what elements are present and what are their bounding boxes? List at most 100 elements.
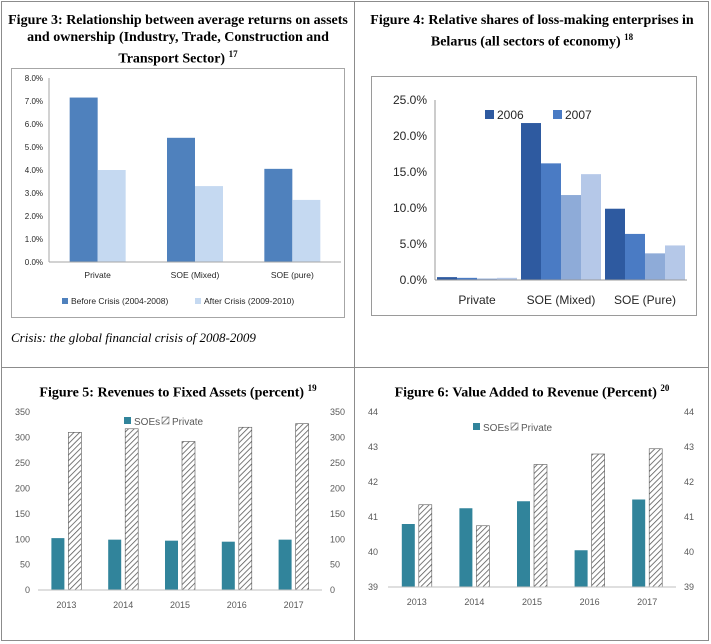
fig4-x-tick-label: SOE (Mixed) <box>527 293 596 307</box>
fig5-bar-soes-2017 <box>278 539 292 590</box>
fig3-y-tick-label: 3.0% <box>25 189 43 198</box>
fig4-y-tick-label: 20.0% <box>393 129 427 143</box>
figure-5-title: Figure 5: Revenues to Fixed Assets (perc… <box>8 380 348 402</box>
fig6-x-tick-label: 2014 <box>464 597 484 607</box>
fig5-y-tick-label: 250 <box>15 458 30 468</box>
figure-6-legend-swatch-private <box>510 422 519 431</box>
fig3-x-tick-label: SOE (pure) <box>271 270 314 280</box>
figure-6-legend-label-soes: SOEs <box>483 423 509 434</box>
fig5-y-tick-label: 100 <box>15 534 30 544</box>
figure-4-legend-swatch-2007 <box>553 110 562 119</box>
fig5-secondary-y-tick-label: 100 <box>330 534 345 544</box>
figure-4-title: Figure 4: Relative shares of loss-making… <box>362 12 702 51</box>
fig6-secondary-y-tick-label: 43 <box>684 442 694 452</box>
fig5-secondary-y-tick-label: 300 <box>330 433 345 443</box>
fig6-secondary-y-tick-label: 44 <box>684 407 694 417</box>
fig5-x-tick-label: 2014 <box>113 600 133 610</box>
fig4-bar-series-3-soe-pure <box>665 245 685 280</box>
fig3-y-tick-label: 7.0% <box>25 97 43 106</box>
figure-5-chart: 0 0 50 50 100 100 150 150 200 200 250 250 300 300 350 3… <box>15 407 345 610</box>
figure-5-legend-swatch-private <box>161 416 170 425</box>
figure-6-footnote: 20 <box>660 383 670 393</box>
figure-3-legend-swatch-before <box>62 298 68 304</box>
fig3-y-tick-label: 5.0% <box>25 143 43 152</box>
figure-4-legend-label-2006: 2006 <box>497 108 524 122</box>
fig6-bar-private-2013 <box>418 504 433 588</box>
table-border-bottom <box>1 640 709 641</box>
figure-3-legend-swatch-after <box>195 298 201 304</box>
fig5-secondary-y-tick-label: 350 <box>330 407 345 417</box>
figure-3-legend-label-after: After Crisis (2009-2010) <box>204 296 294 306</box>
fig4-bar-series-2-soe-pure <box>645 253 665 280</box>
fig4-bar-2006-soe-mixed <box>521 123 541 280</box>
fig4-bar-2007-soe-pure <box>625 233 645 280</box>
figure-4-title-text: Figure 4: Relative shares of loss-making… <box>370 13 694 50</box>
fig3-bar-after-crisis-2009-2010-private <box>97 170 126 262</box>
fig4-x-tick-label: Private <box>458 293 496 307</box>
fig4-x-tick-label: SOE (Pure) <box>614 293 676 307</box>
fig5-bar-private-2013 <box>68 432 82 591</box>
fig6-y-tick-label: 40 <box>368 547 378 557</box>
fig4-bar-2007-soe-mixed <box>541 163 561 280</box>
figure-5-legend: SOEs Private <box>124 416 204 428</box>
fig5-y-tick-label: 150 <box>15 509 30 519</box>
fig5-bar-private-2015 <box>181 441 196 591</box>
fig6-x-tick-label: 2015 <box>522 597 542 607</box>
table-border-left <box>1 1 2 641</box>
fig3-bar-before-crisis-2004-2008-private <box>69 97 98 262</box>
figure-4-footnote: 18 <box>624 32 634 42</box>
fig5-secondary-y-tick-label: 0 <box>330 585 335 595</box>
fig3-y-tick-label: 1.0% <box>25 235 43 244</box>
fig5-x-tick-label: 2013 <box>56 600 76 610</box>
figure-5-title-text: Figure 5: Revenues to Fixed Assets (perc… <box>39 385 305 401</box>
fig6-bar-private-2015 <box>533 464 548 588</box>
figure-6-title: Figure 6: Value Added to Revenue (Percen… <box>360 380 704 402</box>
fig5-x-tick-label: 2017 <box>284 600 304 610</box>
figure-5-legend-label-soes: SOEs <box>134 417 160 428</box>
fig3-x-tick-label: SOE (Mixed) <box>171 270 220 280</box>
figure-3-legend-label-before: Before Crisis (2004-2008) <box>71 296 168 306</box>
fig6-bar-soes-2016 <box>574 550 588 587</box>
table-divider-vertical <box>354 1 355 641</box>
fig5-bar-soes-2013 <box>51 538 65 590</box>
fig6-x-tick-label: 2016 <box>580 597 600 607</box>
fig6-bar-soes-2014 <box>459 508 473 587</box>
fig5-y-tick-label: 300 <box>15 433 30 443</box>
fig6-secondary-y-tick-label: 40 <box>684 547 694 557</box>
figure-6-title-text: Figure 6: Value Added to Revenue (Percen… <box>394 385 657 401</box>
fig5-y-tick-label: 350 <box>15 407 30 417</box>
fig5-secondary-y-tick-label: 250 <box>330 458 345 468</box>
fig6-x-tick-label: 2013 <box>407 597 427 607</box>
figure-5-legend-swatch-soes <box>124 417 131 424</box>
fig4-bar-2006-soe-pure <box>605 208 625 280</box>
figure-3-chart: 0.0% 1.0% 2.0% 3.0% 4.0% 5.0% 6.0% 7.0% 8.0% Priv… <box>11 68 345 318</box>
fig3-bar-before-crisis-2004-2008-soe-mixed <box>167 137 195 262</box>
fig6-y-tick-label: 41 <box>368 512 378 522</box>
fig5-y-tick-label: 50 <box>20 560 30 570</box>
figure-6-chart: 39 39 40 40 41 41 42 42 43 43 44 44 2013 2014 2015 2016… <box>368 407 694 607</box>
fig4-bar-series-2-private <box>477 278 497 280</box>
fig4-y-tick-label: 10.0% <box>393 201 427 215</box>
figure-3-title-text: Figure 3: Relationship between average r… <box>8 13 348 67</box>
fig4-y-tick-label: 15.0% <box>393 165 427 179</box>
fig6-y-tick-label: 39 <box>368 582 378 592</box>
fig3-y-tick-label: 8.0% <box>25 74 43 83</box>
fig5-secondary-y-tick-label: 200 <box>330 483 345 493</box>
fig6-bar-private-2017 <box>648 448 663 588</box>
fig6-secondary-y-tick-label: 41 <box>684 512 694 522</box>
fig4-y-tick-label: 25.0% <box>393 93 427 107</box>
crisis-note: Crisis: the global financial crisis of 2… <box>11 330 256 345</box>
figure-4-chart: 0.0% 5.0% 10.0% 15.0% 20.0% 25.0% Private SOE (… <box>371 76 697 316</box>
fig4-y-tick-label: 0.0% <box>400 273 428 287</box>
fig6-secondary-y-tick-label: 42 <box>684 477 694 487</box>
figure-6-legend-swatch-soes <box>473 423 480 430</box>
table-divider-horizontal <box>1 367 709 368</box>
figure-4-legend-label-2007: 2007 <box>565 108 592 122</box>
fig4-bar-series-3-soe-mixed <box>581 174 601 280</box>
fig6-y-tick-label: 42 <box>368 477 378 487</box>
fig4-y-tick-label: 5.0% <box>400 237 428 251</box>
fig4-bar-series-2-soe-mixed <box>561 195 581 280</box>
fig4-bar-2006-private <box>437 277 457 280</box>
fig5-x-tick-label: 2016 <box>227 600 247 610</box>
fig4-bar-series-3-private <box>497 277 517 280</box>
